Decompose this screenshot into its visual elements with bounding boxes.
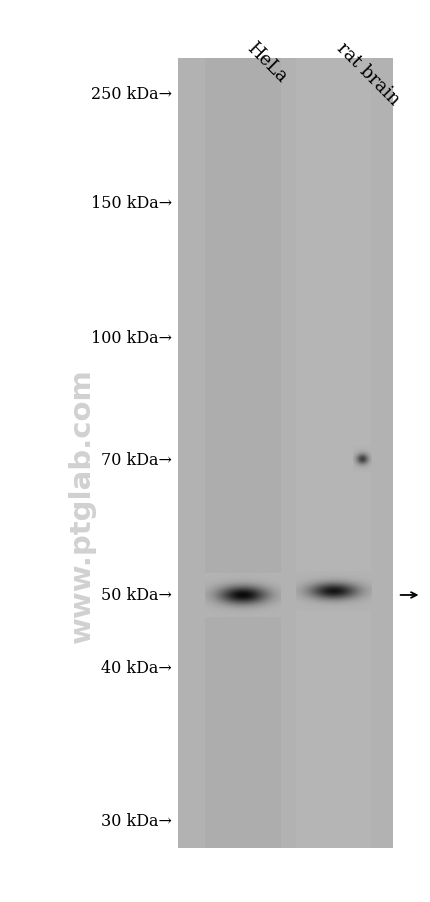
Text: 70 kDa→: 70 kDa→ bbox=[101, 452, 172, 468]
Text: 150 kDa→: 150 kDa→ bbox=[91, 195, 172, 211]
Text: 250 kDa→: 250 kDa→ bbox=[91, 87, 172, 103]
Bar bbox=[296, 59, 371, 848]
Text: 50 kDa→: 50 kDa→ bbox=[101, 587, 172, 603]
Text: HeLa: HeLa bbox=[243, 39, 290, 86]
Text: rat brain: rat brain bbox=[333, 39, 403, 108]
Text: 30 kDa→: 30 kDa→ bbox=[101, 813, 172, 829]
Bar bbox=[178, 59, 393, 848]
Bar bbox=[205, 59, 280, 848]
Text: 40 kDa→: 40 kDa→ bbox=[101, 659, 172, 676]
Text: www.ptglab.com: www.ptglab.com bbox=[68, 368, 96, 642]
Text: 100 kDa→: 100 kDa→ bbox=[91, 330, 172, 346]
